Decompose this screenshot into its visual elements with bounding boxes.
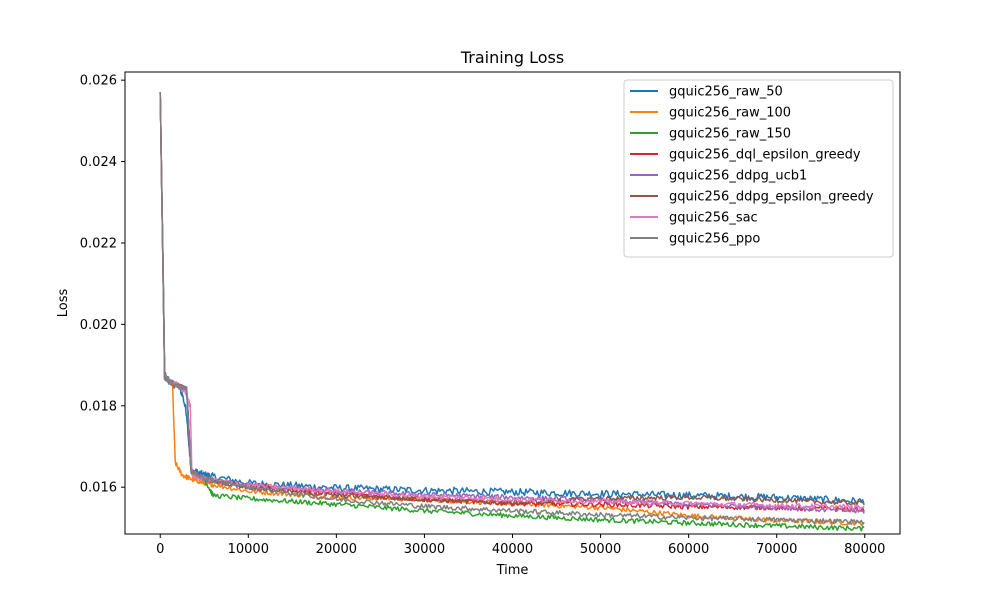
series-lines [159,92,865,532]
legend-label: gquic256_raw_100 [669,106,791,121]
x-tick-label: 10000 [228,542,269,557]
x-axis-label: Time [496,563,529,578]
x-tick-label: 80000 [844,542,885,557]
y-tick-label: 0.018 [80,399,117,414]
legend-label: gquic256_ddpg_ucb1 [669,169,807,184]
legend-box [623,79,894,258]
chart-title: Training Loss [460,48,564,67]
x-tick-label: 20000 [316,542,357,557]
y-axis-label: Loss [56,289,71,318]
y-tick-label: 0.022 [80,236,117,251]
x-tick-label: 60000 [668,542,709,557]
y-tick-label: 0.016 [80,481,117,496]
legend-label: gquic256_ddpg_epsilon_greedy [669,190,874,205]
legend: gquic256_raw_50 gquic256_raw_100 gquic256_… [623,79,894,258]
y-tick-label: 0.020 [80,318,117,333]
x-tick-label: 40000 [492,542,533,557]
y-tick-label: 0.026 [80,74,117,89]
x-tick-label: 70000 [756,542,797,557]
x-tick-label: 0 [156,542,164,557]
series-line-gquic256_ppo [159,92,865,525]
legend-label: gquic256_dql_epsilon_greedy [669,148,861,163]
legend-label: gquic256_raw_50 [669,85,783,100]
x-tick-label: 50000 [580,542,621,557]
y-tick-label: 0.024 [80,155,117,170]
x-tick-label: 30000 [404,542,445,557]
axis-ticks: 0 10000 20000 30000 40000 50000 60000 70000 8000… [80,74,886,557]
legend-label: gquic256_ppo [669,232,760,247]
legend-label: gquic256_sac [669,211,758,226]
legend-label: gquic256_raw_150 [669,127,791,142]
